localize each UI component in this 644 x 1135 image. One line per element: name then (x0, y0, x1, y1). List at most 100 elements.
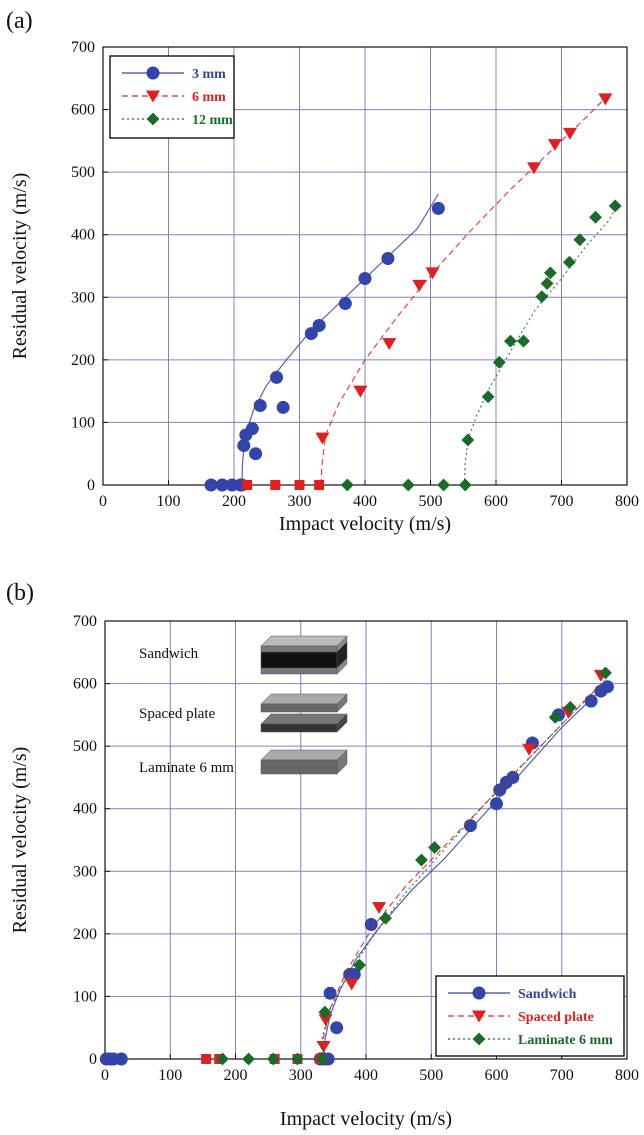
chart-a-ytick-label: 700 (71, 39, 95, 56)
chart-a-data-point (249, 447, 263, 461)
chart-b-data-point (379, 911, 392, 925)
chart-b-legend-label: Spaced plate (518, 1010, 594, 1025)
chart-a-panel-label: (a) (6, 8, 33, 34)
chart-b-spaced-upper-plate (260, 693, 348, 713)
chart-b-legend: Sandwich Spaced plate Laminate 6 mm (435, 975, 625, 1057)
chart-b-ytick-label: 100 (73, 988, 97, 1005)
chart-a-data-point (204, 478, 218, 492)
chart-b-series-laminate-6-mm (216, 666, 612, 1066)
chart-b-legend-marker (471, 1010, 487, 1023)
chart-b-data-point (291, 1052, 304, 1066)
chart-a-legend-label: 6 mm (192, 90, 226, 105)
chart-a-data-point (312, 318, 326, 332)
chart-a-fit-line (464, 206, 618, 486)
chart-a-data-point (589, 210, 602, 224)
chart-a-legend-box (109, 55, 235, 139)
chart-a-data-point (492, 355, 506, 369)
chart-b-spaced-lower-plate (260, 713, 348, 733)
chart-a-xtick-label: 200 (222, 493, 246, 510)
chart-b-legend-marker (472, 1032, 486, 1046)
chart-b-xtick-label: 100 (158, 1067, 182, 1084)
chart-a-data-point (526, 162, 542, 175)
chart-a-legend-marker (146, 66, 160, 80)
chart-a-data-point (270, 480, 281, 490)
chart-a-data-point (562, 127, 578, 140)
chart-a-series-6-mm (242, 93, 613, 490)
chart-b-data-point (522, 743, 537, 756)
chart-b-data-point (201, 1054, 212, 1064)
chart-b-ytick-label: 200 (73, 926, 97, 943)
chart-b-data-point (315, 1052, 329, 1066)
chart-a-data-point (458, 478, 472, 492)
chart-b-data-point (242, 1052, 255, 1066)
chart-b-xtick-label: 200 (224, 1067, 248, 1084)
chart-b-xtick-label: 600 (485, 1067, 509, 1084)
chart-b-xtick-label: 800 (615, 1067, 639, 1084)
chart-a-xtick-label: 500 (419, 493, 443, 510)
chart-b-laminate-plate (260, 749, 348, 775)
chart-a-data-point (294, 480, 305, 490)
chart-a-data-point (608, 199, 622, 213)
chart-b-data-point (506, 770, 520, 784)
chart-a-data-point (237, 439, 251, 453)
chart-a-legend-marker (146, 112, 160, 126)
chart-b-data-point (428, 841, 441, 854)
chart-b-panel-label: (b) (6, 580, 34, 606)
chart-a-xtick-label: 800 (615, 493, 639, 510)
chart-a-data-point (381, 251, 395, 265)
chart-a-data-point (517, 334, 530, 348)
chart-b-xtick-label: 500 (419, 1067, 443, 1084)
chart-a-ytick-label: 200 (71, 352, 95, 369)
chart-a-xtick-label: 400 (353, 493, 377, 510)
chart-b-data-point (415, 853, 428, 867)
chart-a-data-point (425, 267, 440, 280)
chart-a-data-point (382, 338, 397, 351)
chart-b-data-point (489, 797, 503, 811)
chart-a-data-point (401, 478, 415, 492)
chart-a-data-point (547, 139, 562, 152)
chart-a-xtick-label: 700 (550, 493, 574, 510)
chart-b-data-point (364, 917, 378, 931)
chart-b-legend-marker (472, 986, 486, 1000)
chart-a-data-point (338, 297, 352, 311)
chart-a-legend-label: 3 mm (192, 67, 226, 82)
chart-b-ytick-label: 700 (73, 613, 97, 630)
chart-b-inset-label: Laminate 6 mm (139, 760, 234, 776)
chart-b-ytick-label: 600 (73, 676, 97, 693)
chart-b-legend-box (435, 975, 625, 1057)
chart-a-legend-label: 12 mm (192, 113, 233, 128)
chart-b-data-point (316, 1040, 331, 1053)
chart-b-ytick-label: 500 (73, 738, 97, 755)
chart-a-data-point (503, 334, 517, 348)
chart-a-series-12-mm (340, 199, 622, 492)
chart-a-ytick-label: 600 (71, 102, 95, 119)
chart-b-xtick-label: 300 (289, 1067, 313, 1084)
chart-a-data-point (431, 201, 445, 215)
chart-a: (a) 0 100 200 300 400 500 600 700 800 0 100 200 300 40… (6, 8, 639, 535)
chart-a-data-point (270, 370, 284, 384)
chart-b-sandwich-top-plate (260, 635, 348, 653)
chart-a-ytick-label: 300 (71, 289, 95, 306)
chart-b-data-point (330, 1021, 344, 1035)
chart-b-xtick-label: 700 (550, 1067, 574, 1084)
chart-a-data-point (304, 327, 318, 341)
chart-a-legend: 3 mm 6 mm 12 mm (109, 55, 235, 139)
chart-b-data-point (114, 1052, 128, 1066)
chart-a-data-point (562, 255, 576, 269)
chart-a-data-point (598, 93, 613, 106)
chart-b-ytick-label: 300 (73, 863, 97, 880)
chart-b-data-point (600, 680, 614, 694)
chart-a-data-point (315, 432, 330, 445)
chart-a-legend-marker (145, 90, 161, 103)
chart-a-ytick-label: 0 (87, 477, 95, 494)
chart-b-data-point (372, 902, 387, 915)
chart-a-data-point (242, 480, 253, 490)
chart-b-fit-line (321, 679, 605, 1060)
chart-a-ytick-label: 100 (71, 414, 95, 431)
chart-b-legend-label: Sandwich (518, 987, 577, 1002)
chart-b-data-point (344, 978, 359, 991)
chart-b-data-point (548, 710, 562, 724)
chart-a-data-point (340, 478, 354, 492)
chart-b-data-point (323, 986, 337, 1000)
